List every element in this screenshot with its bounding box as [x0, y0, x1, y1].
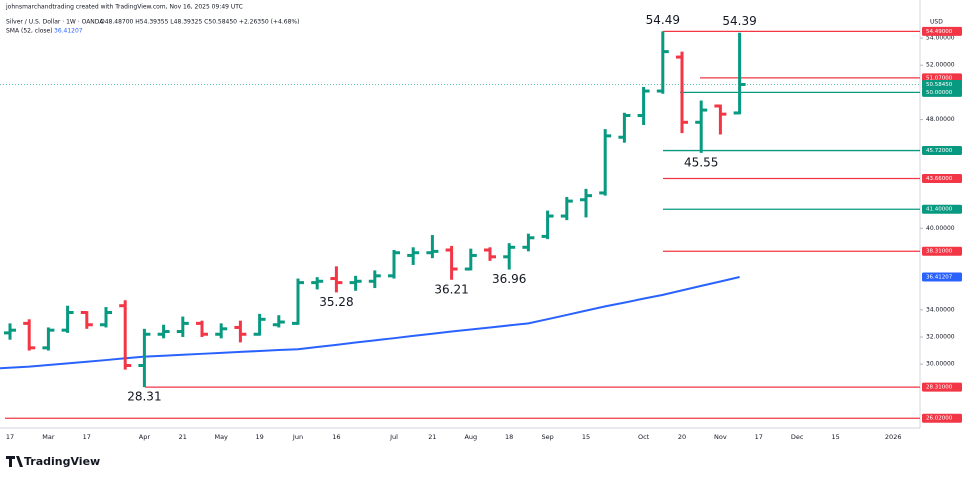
- price-label: 51.07000: [926, 75, 953, 81]
- price-label: 43.66000: [926, 176, 953, 182]
- x-tick-label: Mar: [42, 433, 55, 441]
- x-tick-label: Oct: [638, 433, 650, 441]
- price-label-box: [922, 382, 962, 392]
- chart-title: Silver / U.S. Dollar · 1W · OANDA: [6, 19, 104, 26]
- price-label: 54.49000: [926, 29, 953, 35]
- price-label-box: [922, 87, 962, 97]
- x-tick-label: 19: [255, 433, 263, 441]
- x-tick-label: Sep: [541, 433, 553, 441]
- x-tick-label: 2026: [885, 433, 902, 441]
- y-tick-label: 48.00000: [926, 116, 955, 123]
- sma-line: [0, 276, 740, 370]
- price-label: 36.41207: [926, 275, 953, 281]
- annotation: 28.31: [127, 390, 161, 404]
- price-label-box: [922, 174, 962, 184]
- price-label: 26.02000: [926, 416, 953, 422]
- price-label: 50.58450: [926, 82, 953, 88]
- y-tick-label: 32.00000: [926, 333, 955, 340]
- credit: johnsmarchandtrading created with Tradin…: [5, 4, 243, 11]
- x-tick-label: Jun: [292, 433, 303, 441]
- price-label-box: [922, 204, 962, 214]
- annotation: 54.49: [646, 13, 680, 27]
- x-tick-label: 17: [83, 433, 91, 441]
- y-tick-label: 52.00000: [926, 62, 955, 69]
- logo: [6, 456, 23, 467]
- y-tick-label: 34.00000: [926, 306, 955, 313]
- x-tick-label: 18: [505, 433, 513, 441]
- x-tick-label: 16: [332, 433, 340, 441]
- sma-legend-value: 36.41207: [54, 28, 83, 35]
- x-tick-label: 17: [6, 433, 14, 441]
- price-label-box: [922, 272, 962, 282]
- x-tick-label: 21: [179, 433, 187, 441]
- currency: USD: [930, 19, 943, 26]
- price-label: 38.31000: [926, 249, 953, 255]
- annotation: 36.96: [492, 272, 526, 286]
- annotation: 54.39: [722, 14, 756, 28]
- x-tick-label: Nov: [714, 433, 727, 441]
- price-label-box: [922, 146, 962, 156]
- x-tick-label: 15: [831, 433, 839, 441]
- price-label: 28.31000: [926, 385, 953, 391]
- price-label: 41.40000: [926, 207, 953, 213]
- sma-legend: SMA (52, close): [6, 28, 53, 35]
- y-tick-label: 54.00000: [926, 35, 955, 42]
- price-label-box: [922, 79, 962, 89]
- annotation: 45.55: [684, 155, 718, 169]
- annotation: 35.28: [319, 295, 353, 309]
- x-tick-label: 15: [582, 433, 590, 441]
- x-tick-label: 17: [755, 433, 763, 441]
- y-tick-label: 30.00000: [926, 361, 955, 368]
- x-tick-label: 21: [428, 433, 436, 441]
- price-label-box: [922, 413, 962, 423]
- x-tick-label: Jul: [389, 433, 398, 441]
- price-label-box: [922, 26, 962, 36]
- price-label-box: [922, 246, 962, 256]
- ohlc-legend: O48.48700 H54.39355 L48.39325 C50.58450 …: [100, 19, 299, 26]
- x-tick-label: May: [214, 433, 228, 441]
- price-label: 50.00000: [926, 90, 953, 96]
- annotation: 36.21: [434, 282, 468, 296]
- x-tick-label: Dec: [791, 433, 804, 441]
- price-label: 45.72000: [926, 148, 953, 154]
- y-tick-label: 40.00000: [926, 225, 955, 232]
- x-tick-label: Apr: [139, 433, 151, 441]
- brand: TradingView: [24, 455, 100, 468]
- x-tick-label: Aug: [464, 433, 477, 441]
- x-tick-label: 20: [678, 433, 686, 441]
